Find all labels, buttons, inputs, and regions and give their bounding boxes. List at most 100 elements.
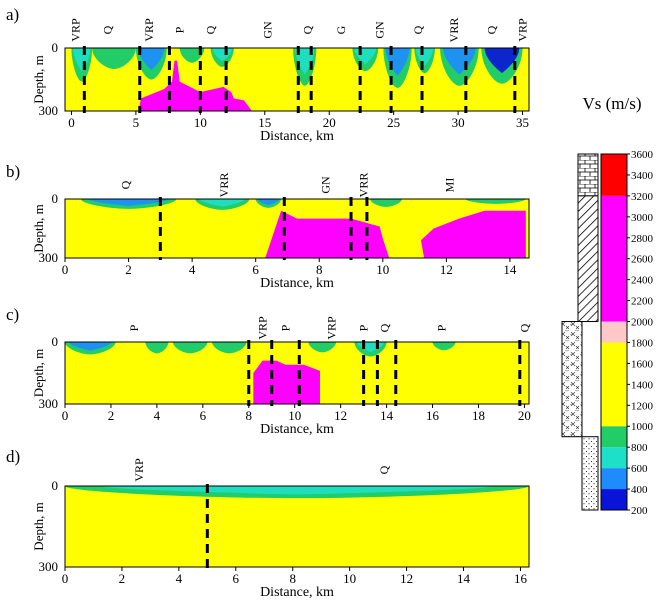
x-tick-label: 10	[288, 408, 301, 423]
y-axis-label: Depth, m	[31, 55, 46, 103]
colorbar-band	[601, 489, 627, 510]
panel-frame	[64, 341, 530, 405]
colorbar-band	[601, 154, 627, 196]
low-velocity-zone-core	[147, 342, 167, 350]
low-velocity-zone-core	[181, 48, 203, 59]
high-velocity-zone	[253, 360, 320, 404]
colorbar-tick-label: 1000	[631, 421, 654, 433]
y-tick-label: 0	[52, 191, 59, 206]
x-tick-label: 0	[68, 115, 75, 130]
panel-background	[65, 486, 529, 567]
colorbar-tick-label: 1400	[631, 379, 654, 391]
colorbar-tick-label: 600	[631, 463, 648, 475]
geology-label: Q	[377, 465, 391, 474]
colorbar-tick-label: 2600	[631, 254, 654, 266]
x-tick-label: 2	[108, 408, 115, 423]
y-axis-label: Depth, m	[31, 502, 46, 550]
lithology-brick	[577, 153, 599, 197]
panel-label: c)	[6, 305, 19, 324]
colorbar-band	[601, 321, 627, 343]
x-tick-label: 8	[316, 262, 323, 277]
x-tick-label: 6	[200, 408, 207, 423]
x-tick-label: 14	[457, 571, 471, 586]
x-tick-label: 0	[62, 408, 69, 423]
x-tick-label: 10	[343, 571, 356, 586]
x-tick-label: 12	[400, 571, 413, 586]
low-velocity-zone-core	[175, 342, 205, 350]
geology-label: Q	[485, 25, 499, 34]
colorbar-tick-label: 3000	[631, 212, 654, 224]
y-tick-label: 0	[52, 334, 59, 349]
y-tick-label: 0	[52, 40, 59, 55]
colorbar-tick-label: 2400	[631, 275, 654, 287]
geology-label: VRR	[217, 173, 231, 198]
colorbar-tick-label: 200	[631, 505, 648, 517]
geology-label: GN	[319, 176, 333, 194]
low-velocity-zone-core	[95, 48, 133, 63]
panel-frame	[64, 198, 530, 259]
low-velocity-zone-core	[214, 342, 244, 350]
colorbar-tick-label: 3600	[631, 149, 654, 161]
lithology-crosshatch	[561, 321, 583, 438]
geology-label: VRP	[256, 316, 270, 340]
low-velocity-zone-core	[102, 486, 492, 495]
geology-label: Q	[517, 323, 531, 332]
low-velocity-zone-core	[443, 48, 476, 75]
geology-label: P	[357, 324, 371, 331]
x-tick-label: 6	[233, 571, 240, 586]
x-tick-label: 8	[289, 571, 296, 586]
geology-label: MI	[443, 178, 457, 193]
colorbar-tick-label: 2800	[631, 233, 654, 245]
geology-label: P	[127, 324, 141, 331]
x-tick-label: 14	[503, 262, 517, 277]
x-tick-label: 16	[514, 571, 528, 586]
x-tick-label: 25	[387, 115, 400, 130]
colorbar-tick-label: 2000	[631, 317, 654, 329]
geology-label: P	[173, 26, 187, 33]
geology-label: VRP	[324, 316, 338, 340]
x-tick-label: 16	[426, 408, 440, 423]
geology-label: Q	[118, 180, 132, 189]
colorbar-band	[601, 447, 627, 469]
x-tick-label: 30	[452, 115, 465, 130]
colorbar-band	[601, 426, 627, 448]
geology-label: P	[435, 324, 449, 331]
x-tick-label: 14	[380, 408, 394, 423]
x-tick-label: 15	[258, 115, 271, 130]
x-tick-label: 2	[119, 571, 126, 586]
y-tick-label: 300	[39, 250, 59, 265]
low-velocity-zone-core	[199, 199, 246, 207]
low-velocity-zone-core	[294, 48, 315, 75]
low-velocity-zone-core	[372, 199, 400, 205]
y-tick-label: 300	[39, 559, 59, 574]
x-tick-label: 2	[125, 262, 132, 277]
x-tick-label: 4	[176, 571, 183, 586]
colorbar-tick-label: 1800	[631, 337, 654, 349]
geology-label: VRR	[357, 173, 371, 198]
x-tick-label: 5	[133, 115, 140, 130]
x-axis-label: Distance, km	[260, 422, 334, 437]
panel-1: 0 5 10 15 20 25 30 35 0 300 Distance, km Depth, m a)…	[6, 5, 530, 144]
x-tick-label: 0	[62, 262, 69, 277]
geology-label: Q	[377, 323, 391, 332]
geology-label: Q	[204, 25, 218, 34]
colorbar-band	[601, 195, 627, 322]
geology-label: GN	[260, 21, 274, 39]
colorbar-tick-label: 1200	[631, 400, 654, 412]
x-axis-label: Distance, km	[260, 585, 334, 600]
x-tick-label: 20	[518, 408, 531, 423]
lithology-dots	[581, 436, 599, 511]
low-velocity-zone-core	[257, 199, 280, 206]
low-velocity-zone-core	[73, 48, 91, 72]
low-velocity-zone-core	[88, 199, 169, 206]
y-tick-label: 300	[39, 103, 59, 118]
x-tick-label: 0	[62, 571, 69, 586]
colorbar-title: Vs (m/s)	[582, 94, 641, 113]
x-tick-label: 4	[189, 262, 196, 277]
y-tick-label: 300	[39, 396, 59, 411]
lithology-diagonal	[577, 195, 599, 323]
colorbar: Vs (m/s) 3600 3400 3200 3000 2800 2600 2400 2200…	[561, 94, 654, 517]
